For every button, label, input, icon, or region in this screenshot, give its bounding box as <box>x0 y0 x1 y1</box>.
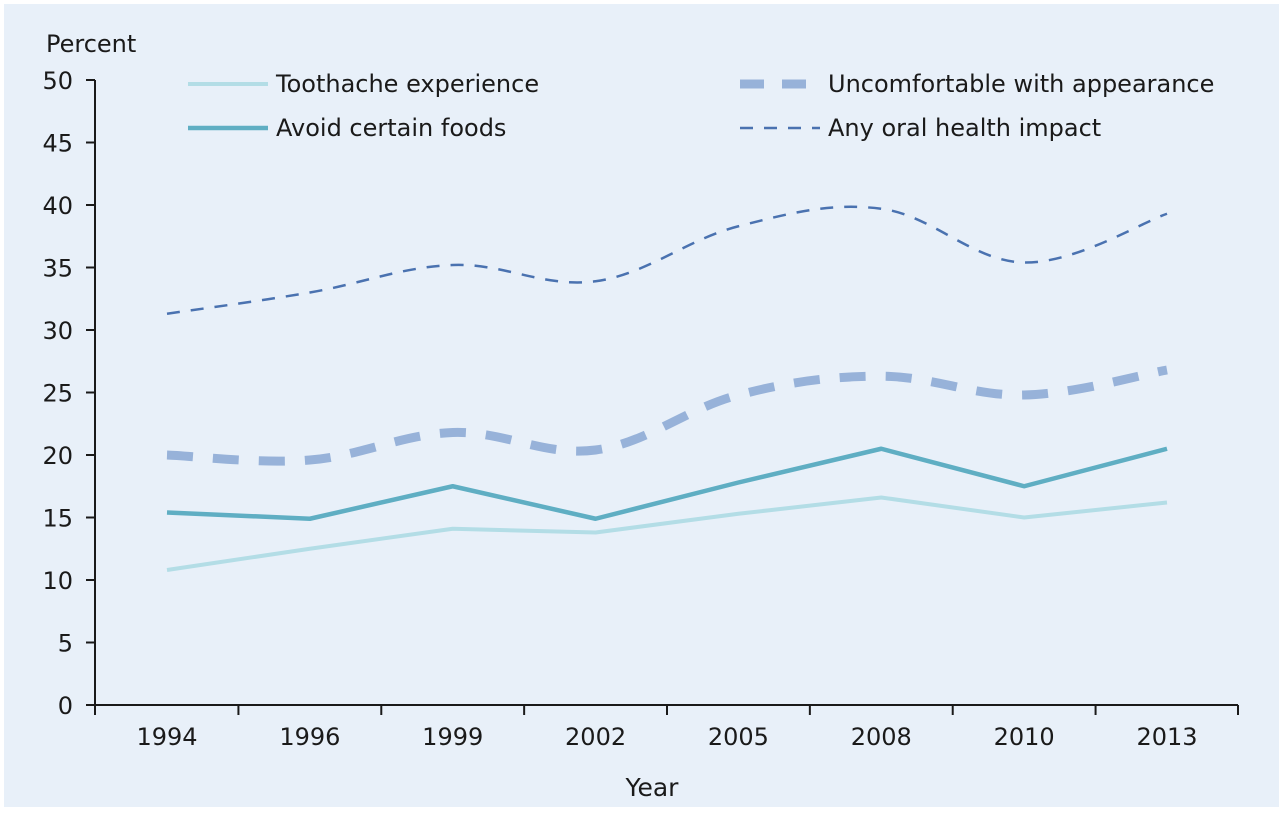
legend-label-3: Any oral health impact <box>828 114 1101 142</box>
x-tick-label: 2002 <box>565 723 626 751</box>
y-tick-label: 10 <box>42 567 73 595</box>
x-tick-label: 1999 <box>422 723 483 751</box>
x-tick-label: 1994 <box>136 723 197 751</box>
legend-label-1: Avoid certain foods <box>276 114 506 142</box>
x-tick-label: 2008 <box>851 723 912 751</box>
y-tick-label: 0 <box>58 692 73 720</box>
x-tick-label: 2005 <box>708 723 769 751</box>
y-tick-label: 35 <box>42 255 73 283</box>
y-tick-label: 40 <box>42 192 73 220</box>
y-axis-label: Percent <box>46 30 136 58</box>
y-tick-label: 45 <box>42 130 73 158</box>
y-tick-label: 5 <box>58 630 73 658</box>
x-tick-label: 2010 <box>994 723 1055 751</box>
y-tick-label: 50 <box>42 67 73 95</box>
y-tick-label: 20 <box>42 442 73 470</box>
y-tick-label: 25 <box>42 380 73 408</box>
legend-label-2: Uncomfortable with appearance <box>828 70 1214 98</box>
x-tick-label: 2013 <box>1136 723 1197 751</box>
x-axis-label: Year <box>625 773 680 802</box>
x-tick-label: 1996 <box>279 723 340 751</box>
y-tick-label: 15 <box>42 505 73 533</box>
legend-label-0: Toothache experience <box>275 70 539 98</box>
y-tick-label: 30 <box>42 317 73 345</box>
